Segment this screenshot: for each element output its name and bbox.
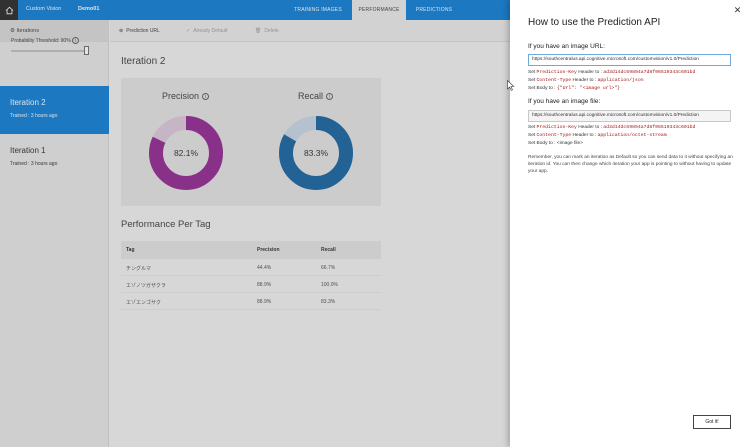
precision-cell: 88.9% xyxy=(257,299,272,305)
prediction-api-panel: ✕ How to use the Prediction API If you h… xyxy=(510,0,748,447)
iteration-trained: Trained : 3 hours ago xyxy=(10,161,58,167)
tab-training-images[interactable]: TRAINING IMAGES xyxy=(294,7,342,13)
iterations-header-label: Iterations xyxy=(16,28,40,34)
iteration-item[interactable]: Iteration 1 Trained : 3 hours ago xyxy=(0,134,109,182)
table-header: Tag Precision Recall xyxy=(121,241,381,259)
url-body-value: {"Url": "<image url>"} xyxy=(556,86,621,91)
column-header-tag[interactable]: Tag xyxy=(126,247,135,253)
prediction-url-button[interactable]: ⊕ Prediction URL xyxy=(119,28,160,34)
url-endpoint-field[interactable]: https://southcentralus.api.cognitive.mic… xyxy=(528,54,731,66)
recall-cell: 66.7% xyxy=(321,265,336,271)
default-iteration-note: Remember, you can mark an iteration as D… xyxy=(528,155,733,174)
trash-icon: 🗑 xyxy=(255,28,262,34)
mouse-cursor-icon xyxy=(507,80,515,91)
column-header-precision[interactable]: Precision xyxy=(257,247,280,253)
column-header-recall[interactable]: Recall xyxy=(321,247,336,253)
recall-donut-arc xyxy=(279,116,353,190)
precision-label: Precision i xyxy=(162,91,210,101)
file-body-line: Set Body to : <image file> xyxy=(528,141,583,146)
precision-cell: 88.9% xyxy=(257,282,272,288)
table-row: チングルマ 44.4% 66.7% xyxy=(121,259,381,276)
recall-cell: 83.3% xyxy=(321,299,336,305)
url-key-value: ad3d14dc69894a7d8f06519343c601bd xyxy=(603,70,696,75)
tag-cell: エゾエンゴサク xyxy=(126,300,162,306)
per-tag-title: Performance Per Tag xyxy=(121,219,211,230)
url-prediction-key-line: Set Prediction-Key Header to : ad3d14dc6… xyxy=(528,70,695,75)
file-key-prefix: Set xyxy=(528,125,536,130)
recall-label-text: Recall xyxy=(298,91,324,101)
globe-icon: ⊕ xyxy=(119,28,124,34)
tab-performance[interactable]: PERFORMANCE xyxy=(352,0,406,20)
tag-cell: チングルマ xyxy=(126,266,152,272)
file-endpoint-field[interactable]: https://southcentralus.api.cognitive.mic… xyxy=(528,110,731,122)
table-row: エゾエンゴサク 88.9% 83.3% xyxy=(121,293,381,310)
recall-value: 83.3% xyxy=(303,148,329,158)
precision-value: 82.1% xyxy=(173,148,199,158)
delete-button[interactable]: 🗑 Delete xyxy=(255,28,279,34)
url-key-mid: Header to : xyxy=(578,70,602,75)
gear-icon: ⚙ xyxy=(10,28,15,34)
url-content-type-line: Set Content-Type Header to : application… xyxy=(528,78,644,83)
recall-donut xyxy=(279,116,353,190)
url-body-prefix: Set Body to : xyxy=(528,86,556,91)
file-key-mid: Header to : xyxy=(578,125,602,130)
page-title: Iteration 2 xyxy=(121,56,166,67)
file-ct-mid: Header to : xyxy=(572,133,597,138)
make-default-button[interactable]: ✓ Already Default xyxy=(186,28,227,34)
file-prediction-key-line: Set Prediction-Key Header to : ad3d14dc6… xyxy=(528,125,695,130)
iterations-header[interactable]: ⚙ Iterations xyxy=(0,20,108,42)
precision-label-text: Precision xyxy=(162,91,200,101)
threshold-slider-handle[interactable] xyxy=(84,46,89,55)
iteration-item[interactable]: Iteration 2 Trained : 3 hours ago xyxy=(0,86,109,134)
delete-label: Delete xyxy=(264,28,279,34)
project-name[interactable]: Demo01 xyxy=(78,6,100,12)
got-it-button[interactable]: Got it! xyxy=(693,415,731,429)
iteration-trained: Trained : 3 hours ago xyxy=(10,113,58,119)
probability-threshold-label: Probability Threshold: 90% i xyxy=(11,37,80,44)
info-icon[interactable]: i xyxy=(202,92,210,100)
make-default-label: Already Default xyxy=(193,28,228,34)
url-ct-name: Content-Type xyxy=(536,78,572,83)
info-icon[interactable]: i xyxy=(326,92,334,100)
prediction-url-label: Prediction URL xyxy=(126,28,160,34)
file-key-name: Prediction-Key xyxy=(536,125,577,130)
info-icon[interactable]: i xyxy=(72,37,80,44)
precision-donut xyxy=(149,116,223,190)
check-icon: ✓ xyxy=(186,28,191,34)
home-icon xyxy=(5,6,13,14)
url-key-prefix: Set xyxy=(528,70,536,75)
url-key-name: Prediction-Key xyxy=(536,70,577,75)
recall-cell: 100.0% xyxy=(321,282,338,288)
threshold-text: Probability Threshold: 90% xyxy=(11,38,71,44)
threshold-slider-track[interactable] xyxy=(11,50,87,52)
tag-cell: エゾノツガザクラ xyxy=(126,283,166,289)
precision-cell: 44.4% xyxy=(257,265,272,271)
url-ct-value: application/json xyxy=(597,78,644,83)
url-body-line: Set Body to : {"Url": "<image url>"} xyxy=(528,86,620,91)
tab-predictions[interactable]: PREDICTIONS xyxy=(415,7,453,13)
file-content-type-line: Set Content-Type Header to : application… xyxy=(528,133,667,138)
iteration-name: Iteration 2 xyxy=(10,98,46,107)
precision-donut-arc xyxy=(149,116,223,190)
url-ct-mid: Header to : xyxy=(572,78,597,83)
per-tag-table: Tag Precision Recall チングルマ 44.4% 66.7% エ… xyxy=(121,241,381,310)
url-section-title: If you have an image URL: xyxy=(528,43,605,50)
close-icon[interactable]: ✕ xyxy=(733,5,742,15)
file-ct-name: Content-Type xyxy=(536,133,572,138)
recall-label: Recall i xyxy=(298,91,334,101)
toolbar: ⊕ Prediction URL ✓ Already Default 🗑 Del… xyxy=(110,20,510,42)
app-brand[interactable]: Custom Vision xyxy=(26,6,62,12)
iteration-name: Iteration 1 xyxy=(10,146,46,155)
file-key-value: ad3d14dc69894a7d8f06519343c601bd xyxy=(603,125,696,130)
file-ct-prefix: Set xyxy=(528,133,536,138)
file-section-title: If you have an image file: xyxy=(528,98,601,105)
file-ct-value: application/octet-stream xyxy=(597,133,667,138)
panel-title: How to use the Prediction API xyxy=(528,17,661,28)
home-button[interactable] xyxy=(0,0,18,20)
table-row: エゾノツガザクラ 88.9% 100.0% xyxy=(121,276,381,293)
url-ct-prefix: Set xyxy=(528,78,536,83)
